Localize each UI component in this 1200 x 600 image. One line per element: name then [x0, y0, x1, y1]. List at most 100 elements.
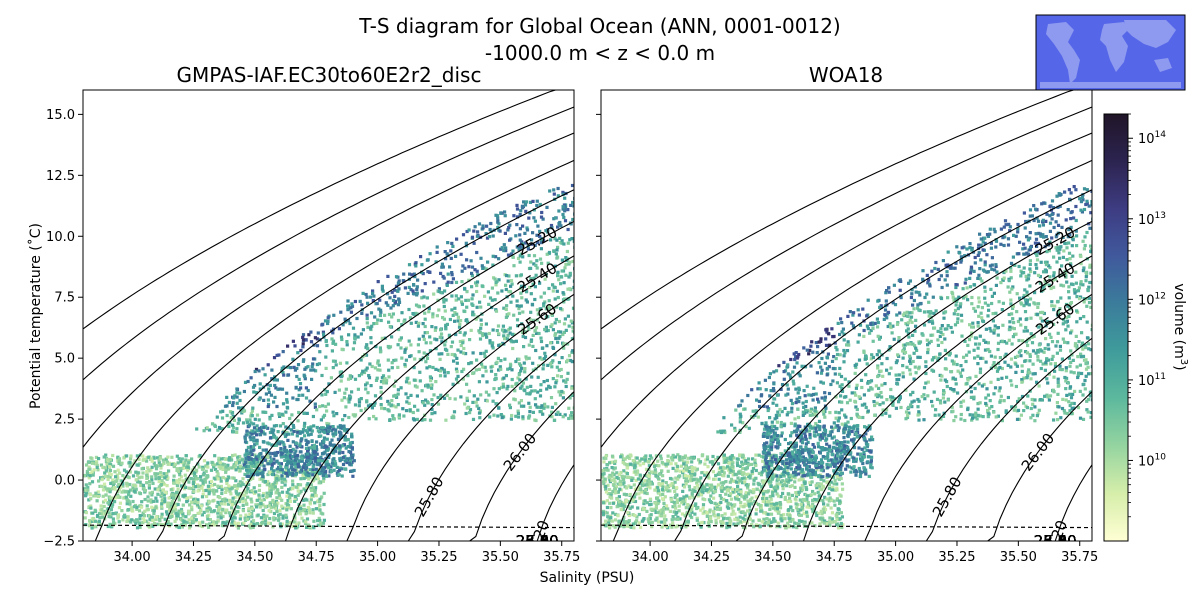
density-cell: [529, 384, 533, 388]
density-cell: [321, 404, 325, 408]
density-cell: [538, 281, 542, 285]
density-cell: [500, 289, 504, 293]
density-cell: [103, 466, 107, 470]
density-cell: [305, 442, 309, 446]
density-cell: [294, 472, 298, 477]
density-cell: [568, 271, 572, 275]
density-cell: [456, 374, 460, 378]
density-cell: [89, 460, 93, 464]
density-cell: [255, 463, 259, 467]
density-cell: [151, 499, 155, 503]
sigma-contour-line: [83, 255, 574, 541]
density-cell: [247, 457, 251, 461]
density-cell: [520, 240, 524, 244]
density-cell: [568, 287, 572, 291]
density-cell: [103, 485, 107, 489]
density-cell: [341, 323, 345, 327]
density-cell: [297, 521, 301, 525]
density-cell: [341, 462, 346, 467]
density-cell: [560, 258, 564, 262]
density-cell: [252, 461, 256, 465]
density-cell: [699, 492, 703, 496]
density-cell: [690, 515, 694, 520]
density-cell: [840, 441, 844, 445]
density-cell: [729, 497, 734, 501]
density-cell: [737, 507, 741, 511]
density-cell: [160, 491, 164, 496]
density-cell: [426, 401, 430, 405]
density-cell: [548, 362, 552, 366]
density-cell: [545, 378, 549, 383]
density-cell: [140, 475, 144, 479]
density-cell: [714, 458, 718, 462]
density-cell: [101, 465, 105, 469]
density-cell: [533, 285, 537, 289]
density-cell: [251, 525, 255, 529]
density-cell: [199, 478, 203, 482]
density-cell: [104, 493, 108, 497]
density-cell: [287, 506, 291, 510]
density-cell: [257, 488, 261, 492]
density-cell: [816, 490, 820, 494]
density-cell: [527, 401, 531, 405]
density-cell: [356, 387, 360, 391]
density-cell: [271, 525, 275, 529]
density-cell: [497, 257, 501, 261]
density-cell: [443, 250, 447, 254]
density-cell: [284, 506, 288, 510]
density-cell: [487, 393, 491, 397]
density-cell: [802, 461, 806, 465]
density-cell: [383, 377, 387, 381]
density-cell: [517, 372, 521, 377]
density-cell: [529, 292, 533, 296]
density-cell: [262, 513, 266, 517]
density-cell: [508, 331, 512, 335]
density-cell: [284, 433, 288, 437]
density-cell: [737, 481, 741, 485]
density-cell: [208, 518, 212, 522]
density-cell: [780, 519, 784, 523]
density-cell: [465, 396, 469, 400]
density-cell: [227, 511, 232, 515]
density-cell: [458, 322, 462, 326]
density-cell: [348, 456, 352, 461]
density-cell: [743, 511, 747, 515]
density-cell: [481, 365, 485, 369]
density-cell: [708, 510, 712, 514]
density-cell: [563, 196, 567, 200]
density-cell: [458, 339, 462, 344]
density-cell: [735, 494, 739, 498]
density-cell: [311, 511, 315, 515]
density-cell: [534, 326, 539, 330]
density-cell: [391, 304, 395, 308]
density-cell: [666, 462, 670, 466]
density-cell: [567, 416, 571, 421]
density-cell: [284, 450, 288, 454]
density-cell: [145, 476, 149, 480]
density-cell: [206, 461, 210, 465]
density-cell: [394, 405, 398, 409]
density-cell: [86, 460, 90, 464]
density-cell: [808, 482, 813, 486]
density-cell: [369, 311, 374, 315]
density-cell: [485, 236, 490, 240]
density-cell: [234, 489, 238, 493]
density-cell: [220, 427, 224, 431]
inset-world-map: [1035, 14, 1186, 91]
density-cell: [366, 404, 371, 408]
density-cell: [631, 476, 635, 480]
density-cell: [315, 425, 319, 430]
density-cell: [84, 493, 88, 497]
density-cell: [452, 359, 456, 363]
density-cell: [508, 290, 513, 294]
density-cell: [497, 387, 501, 391]
density-cell: [430, 386, 434, 390]
density-cell: [310, 493, 314, 497]
density-cell: [538, 202, 542, 207]
density-cell: [524, 355, 528, 359]
density-cell: [153, 472, 157, 476]
density-cell: [109, 463, 113, 467]
density-cell: [280, 412, 284, 416]
density-cell: [518, 212, 522, 217]
density-cell: [440, 352, 444, 356]
